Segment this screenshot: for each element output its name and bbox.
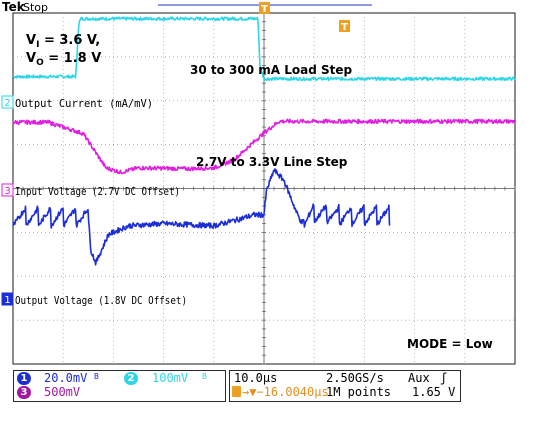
line-step-annotation: 2.7V to 3.3V Line Step	[196, 155, 348, 169]
trace-layer	[12, 16, 516, 266]
ch2-label: Output Current (mA/mV)	[15, 97, 153, 110]
trigger-time-glyph: T	[341, 22, 348, 33]
ch1-marker[interactable]	[1, 292, 14, 306]
vi-annotation: VI = 3.6 V,	[26, 33, 100, 50]
ch3-marker-number: 3	[4, 186, 10, 197]
ch2-marker-number: 2	[4, 98, 10, 109]
horizontal-settings-box[interactable]	[229, 370, 461, 402]
graticule-grid	[12, 12, 516, 365]
ch1-label: Output Voltage (1.8V DC Offset)	[15, 294, 187, 307]
trigger-level: 1.65 V	[412, 385, 456, 399]
ch1-label-group: 1 Output Voltage (1.8V DC Offset)	[1, 292, 187, 307]
horizontal-delay: →▼−16.0040µs	[242, 385, 329, 399]
ch1-scale-chip[interactable]: 1	[17, 372, 31, 385]
brand-label: Tek	[2, 0, 26, 14]
ch2-marker[interactable]	[1, 95, 14, 109]
vo-annotation: VO = 1.8 V	[26, 51, 101, 68]
ch1-marker-number: 1	[4, 295, 10, 306]
ch3-marker[interactable]	[1, 183, 14, 197]
ch2-scale-chip[interactable]: 2	[124, 372, 138, 385]
delay-trigger-icon	[232, 386, 241, 397]
ch1-scale: 20.0mV	[44, 371, 88, 385]
acquisition-state: Stop	[23, 1, 48, 14]
ch3-scale-chip[interactable]: 3	[17, 386, 31, 399]
trigger-position-marker[interactable]	[259, 2, 270, 14]
mode-annotation: MODE = Low	[407, 337, 493, 351]
trigger-position-glyph: T	[261, 4, 268, 15]
ch2-label-group: 2 Output Current (mA/mV)	[1, 95, 153, 110]
trigger-slope-icon: ʃ	[440, 371, 448, 385]
ch2-scale: 100mV	[152, 371, 189, 385]
ch2-bw-limit: B	[202, 372, 207, 381]
timebase: 10.0µs	[234, 371, 278, 385]
trigger-time-marker[interactable]	[339, 20, 350, 32]
channel-settings-box[interactable]	[13, 370, 226, 402]
sample-rate: 2.50GS/s	[326, 371, 384, 385]
trace-ch2	[12, 16, 516, 82]
trigger-source: Aux	[408, 371, 430, 385]
ch3-label: Input Voltage (2.7V DC Offset)	[15, 185, 180, 198]
status-bar: 1 20.0mV B 2 100mV B 3 500mV 10.0µs 2.50…	[0, 368, 533, 421]
ch3-scale: 500mV	[44, 385, 81, 399]
record-length: 1M points	[326, 385, 392, 399]
trace-ch3	[12, 118, 516, 175]
ch3-label-group: 3 Input Voltage (2.7V DC Offset)	[1, 183, 180, 198]
ch1-bw-limit: B	[94, 372, 99, 381]
load-step-annotation: 30 to 300 mA Load Step	[190, 63, 353, 77]
trace-ch1	[12, 168, 391, 266]
